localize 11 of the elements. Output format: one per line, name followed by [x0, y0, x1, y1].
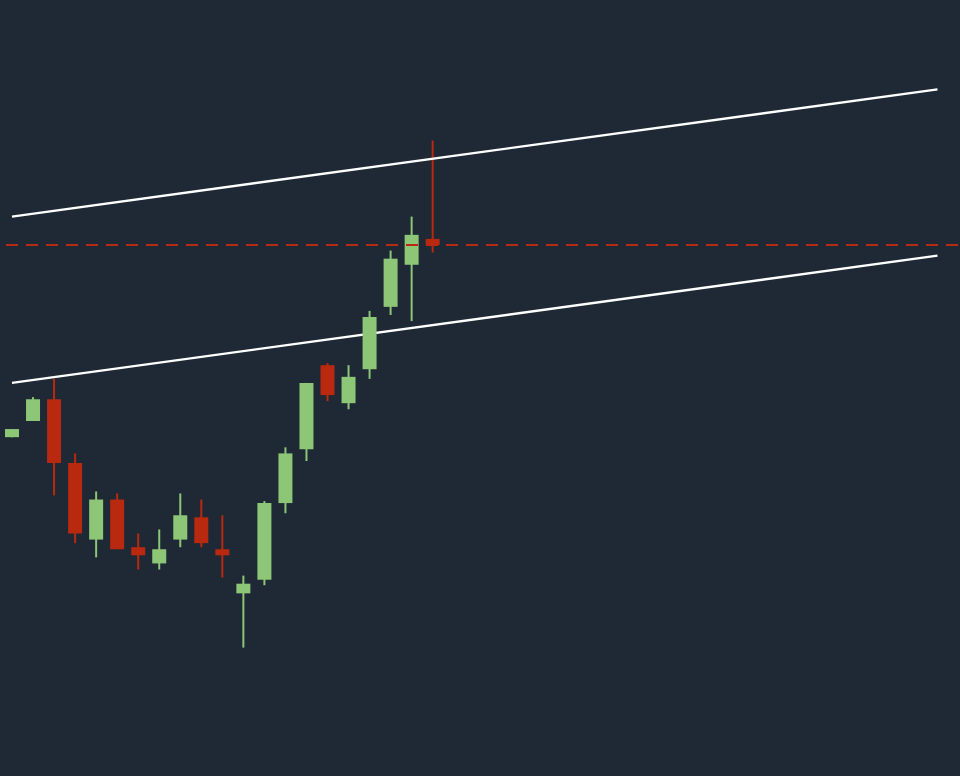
candlestick: [131, 532, 146, 571]
candlestick: [404, 215, 419, 323]
candlestick: [341, 364, 356, 411]
candlestick: [26, 396, 41, 422]
candlestick: [320, 362, 335, 403]
candlestick: [215, 514, 230, 579]
candlestick: [152, 528, 167, 571]
candlestick: [173, 492, 188, 549]
candlestick: [194, 498, 209, 549]
candlestick: [236, 574, 251, 649]
candlestick: [89, 490, 104, 559]
